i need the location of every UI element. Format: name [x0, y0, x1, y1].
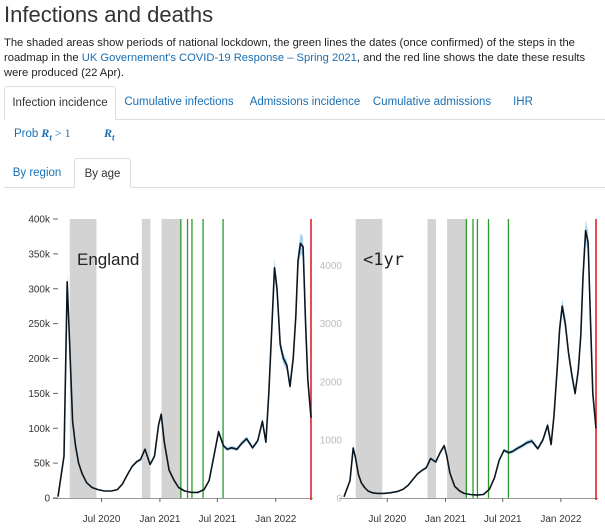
tab-by-age[interactable]: By age [74, 158, 131, 188]
y-tick-label: 4000 [320, 261, 343, 272]
y-tick-label: 400k [28, 215, 51, 226]
y-tick-label: 250k [28, 319, 51, 330]
x-tick-label: Jan 2021 [139, 514, 181, 525]
prob-suffix: > 1 [51, 126, 71, 140]
tab-cumulative-admissions[interactable]: Cumulative admissions [372, 96, 492, 108]
y-tick-label: 300k [28, 284, 51, 295]
y-tick-label: 150k [28, 389, 51, 400]
prob-r: R [41, 126, 50, 140]
x-tick-label: Jul 2021 [198, 514, 236, 525]
tab-rt[interactable]: Rt [104, 126, 115, 142]
roadmap-link[interactable]: UK Governement's COVID-19 Response – Spr… [81, 52, 357, 64]
page-description: The shaded areas show periods of nationa… [4, 36, 605, 81]
series-line [57, 242, 312, 497]
lockdown-band-2 [447, 219, 467, 498]
y-tick-label: 200k [28, 354, 51, 365]
x-tick-label: Jul 2021 [484, 514, 522, 525]
tab-by-region[interactable]: By region [12, 167, 62, 179]
rt-r: R [104, 126, 113, 140]
series-line [343, 229, 597, 498]
chart-panel-1: 0 1000 2000 3000 4000 Jul 2020 Jan 2021 Jul 202… [320, 219, 598, 525]
x-tick-label: Jul 2020 [368, 514, 406, 525]
lockdown-band-2 [161, 219, 181, 498]
lockdown-band-1 [141, 219, 151, 498]
tab-ihr[interactable]: IHR [513, 96, 533, 108]
lockdown-band-0 [69, 219, 97, 498]
y-tick-label: 100k [28, 424, 51, 435]
prob-r-sub: t [49, 132, 52, 143]
y-tick-label: 350k [28, 249, 51, 260]
tab-admissions-incidence[interactable]: Admissions incidence [249, 96, 361, 108]
metric-tabs: Infection incidence Cumulative infection… [4, 86, 605, 120]
x-tick-label: Jan 2021 [425, 514, 467, 525]
x-tick-label: Jan 2022 [540, 514, 582, 525]
panel-label: England [77, 250, 139, 269]
lockdown-band-0 [355, 219, 383, 498]
tab-infection-incidence[interactable]: Infection incidence [4, 86, 116, 120]
x-tick-label: Jan 2022 [255, 514, 297, 525]
desc-text-2: , and the red line shows the date these … [4, 52, 586, 79]
y-tick-label: 1000 [320, 435, 343, 446]
tab-prob-rt[interactable]: Prob Rt > 1 [14, 126, 71, 142]
y-tick-label: 0 [44, 494, 50, 505]
lockdown-band-1 [427, 219, 437, 498]
y-tick-label: 50k [34, 459, 51, 470]
chart-panel-0: 0 50k 100k 150k 200k 250k 300k 350k 400k Jul 2020… [28, 215, 313, 525]
y-tick-label: 3000 [320, 319, 343, 330]
rt-sub: t [112, 132, 115, 143]
x-tick-label: Jul 2020 [83, 514, 121, 525]
desc-text-1: The shaded areas show periods of nationa… [4, 37, 575, 64]
prob-prefix: Prob [14, 128, 39, 140]
panel-label: <1yr [363, 250, 404, 270]
view-tabs: By region By age [4, 158, 605, 188]
y-tick-label: 2000 [320, 377, 343, 388]
tab-cumulative-infections[interactable]: Cumulative infections [124, 96, 234, 108]
page-title: Infections and deaths [4, 2, 214, 27]
y-tick-label: 0 [336, 494, 342, 505]
